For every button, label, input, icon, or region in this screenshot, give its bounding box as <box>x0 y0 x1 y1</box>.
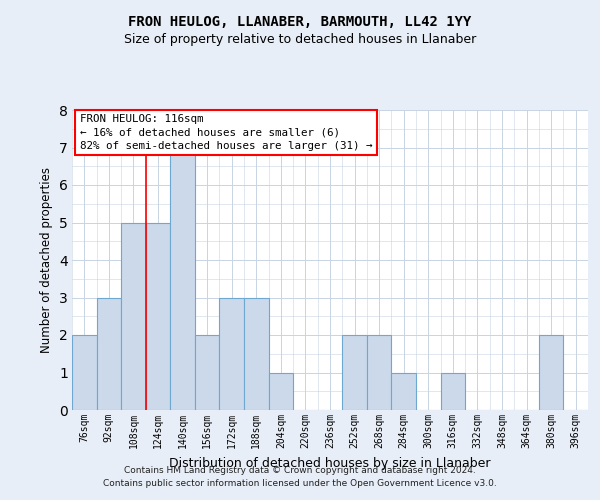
Y-axis label: Number of detached properties: Number of detached properties <box>40 167 53 353</box>
Text: FRON HEULOG: 116sqm
← 16% of detached houses are smaller (6)
82% of semi-detache: FRON HEULOG: 116sqm ← 16% of detached ho… <box>80 114 372 151</box>
Bar <box>170 148 195 410</box>
Bar <box>72 335 97 410</box>
Text: Distribution of detached houses by size in Llanaber: Distribution of detached houses by size … <box>169 458 491 470</box>
Bar <box>367 335 391 410</box>
Bar <box>539 335 563 410</box>
Bar <box>195 335 220 410</box>
Bar <box>121 222 146 410</box>
Bar <box>342 335 367 410</box>
Bar <box>146 222 170 410</box>
Bar <box>391 372 416 410</box>
Text: Contains HM Land Registry data © Crown copyright and database right 2024.
Contai: Contains HM Land Registry data © Crown c… <box>103 466 497 487</box>
Text: FRON HEULOG, LLANABER, BARMOUTH, LL42 1YY: FRON HEULOG, LLANABER, BARMOUTH, LL42 1Y… <box>128 15 472 29</box>
Bar <box>440 372 465 410</box>
Bar <box>220 298 244 410</box>
Bar <box>97 298 121 410</box>
Bar <box>244 298 269 410</box>
Text: Size of property relative to detached houses in Llanaber: Size of property relative to detached ho… <box>124 32 476 46</box>
Bar <box>269 372 293 410</box>
